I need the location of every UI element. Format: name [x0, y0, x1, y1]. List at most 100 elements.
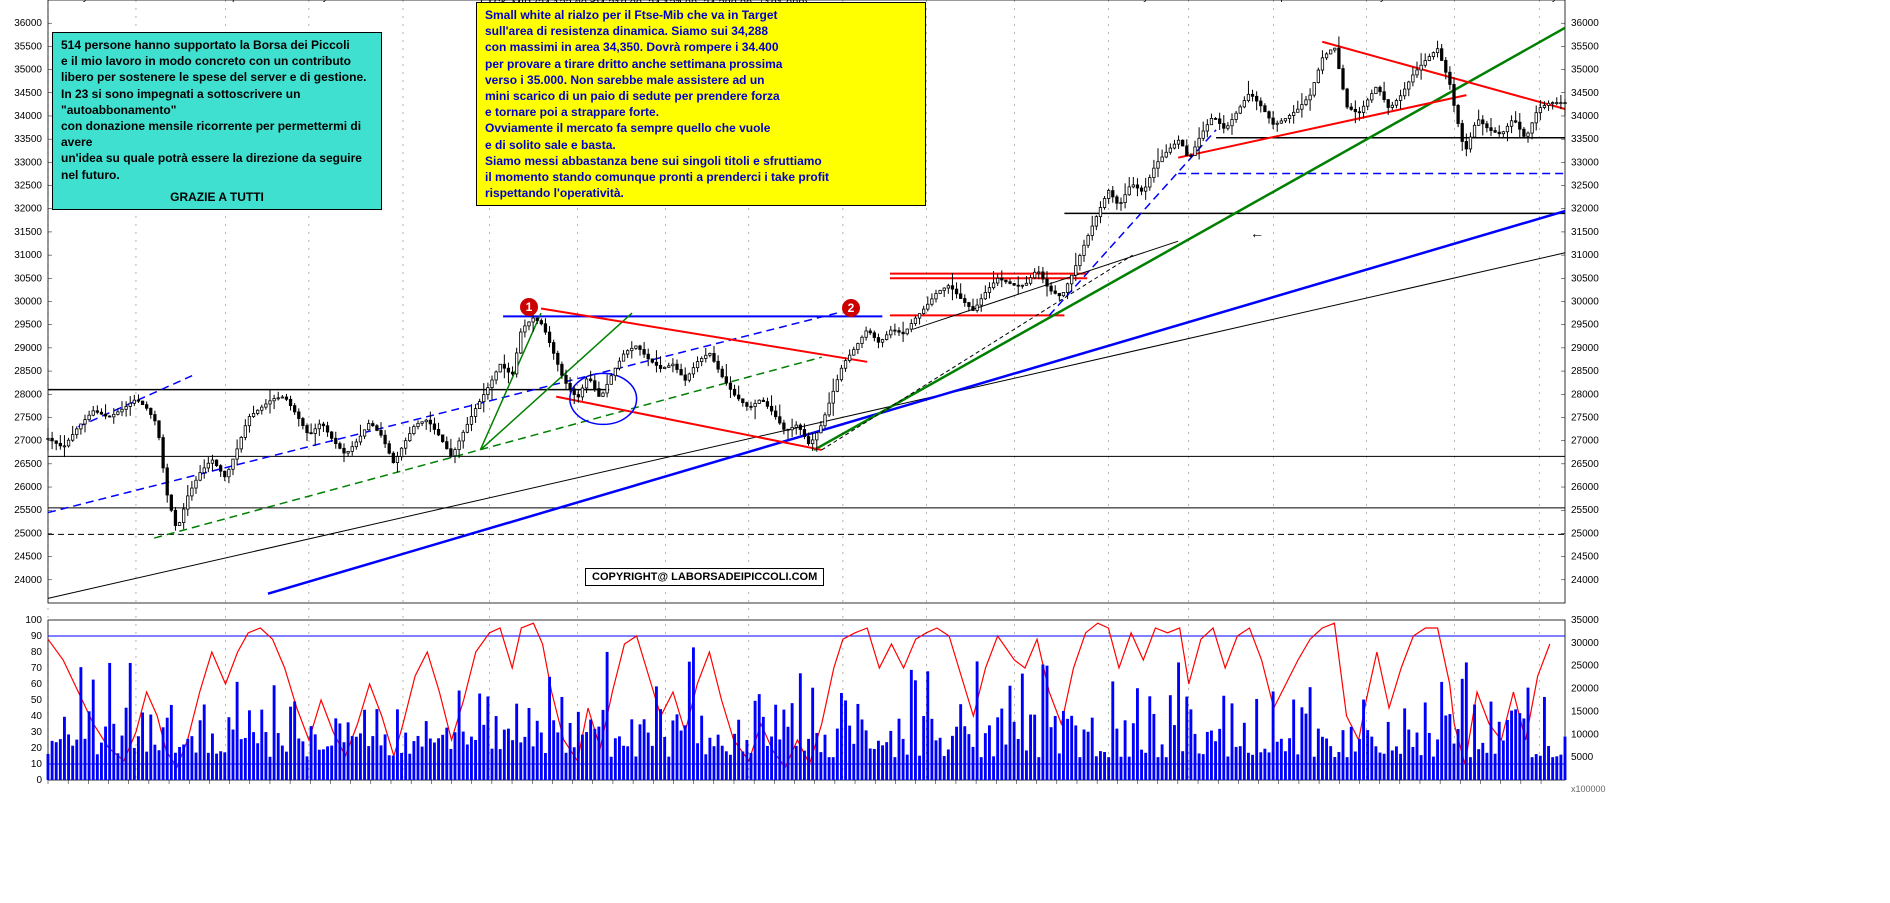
svg-text:24: 24 — [265, 0, 275, 2]
svg-text:24500: 24500 — [14, 552, 42, 563]
svg-text:32500: 32500 — [14, 181, 42, 192]
svg-text:33500: 33500 — [14, 134, 42, 145]
svg-text:December: December — [926, 0, 973, 3]
svg-text:April: April — [225, 0, 245, 3]
svg-text:29: 29 — [366, 0, 376, 2]
svg-text:February: February — [48, 0, 88, 3]
svg-text:5000: 5000 — [1571, 752, 1594, 763]
svg-text:11: 11 — [1173, 0, 1182, 2]
svg-text:26000: 26000 — [1571, 482, 1599, 493]
svg-text:10000: 10000 — [1571, 729, 1599, 740]
svg-text:February: February — [1108, 0, 1148, 3]
svg-text:2: 2 — [288, 0, 293, 2]
svg-text:5: 5 — [388, 0, 393, 2]
svg-text:24000: 24000 — [1571, 575, 1599, 586]
svg-text:25000: 25000 — [1571, 528, 1599, 539]
svg-text:40: 40 — [31, 711, 43, 722]
commentary-box: Small white al rialzo per il Ftse-Mib ch… — [476, 2, 926, 206]
svg-text:27: 27 — [104, 0, 114, 2]
svg-text:20: 20 — [164, 0, 174, 2]
svg-text:24500: 24500 — [1571, 552, 1599, 563]
arrow-icon: ← — [1250, 225, 1264, 241]
svg-text:27000: 27000 — [14, 436, 42, 447]
svg-text:10: 10 — [31, 759, 43, 770]
svg-text:27: 27 — [971, 0, 981, 2]
svg-text:26: 26 — [447, 0, 457, 2]
svg-text:20: 20 — [31, 743, 43, 754]
svg-text:22: 22 — [1294, 0, 1304, 2]
svg-text:6: 6 — [1337, 0, 1342, 2]
svg-text:April: April — [1274, 0, 1294, 3]
svg-text:60: 60 — [31, 679, 43, 690]
svg-text:28000: 28000 — [1571, 389, 1599, 400]
svg-text:29500: 29500 — [14, 320, 42, 331]
svg-text:35000: 35000 — [14, 65, 42, 76]
svg-text:May: May — [309, 0, 328, 3]
svg-text:8: 8 — [1256, 0, 1261, 2]
svg-text:24: 24 — [1475, 0, 1485, 2]
svg-text:33000: 33000 — [14, 157, 42, 168]
svg-text:35000: 35000 — [1571, 615, 1599, 626]
svg-text:29: 29 — [1314, 0, 1324, 2]
svg-text:100: 100 — [25, 615, 42, 626]
svg-text:29000: 29000 — [1571, 343, 1599, 354]
svg-text:33500: 33500 — [1571, 134, 1599, 145]
svg-text:28500: 28500 — [1571, 366, 1599, 377]
svg-text:20000: 20000 — [1571, 684, 1599, 695]
svg-text:30: 30 — [31, 727, 43, 738]
svg-text:8: 8 — [1518, 0, 1523, 2]
marker-1: 1 — [520, 298, 538, 316]
svg-text:3: 3 — [207, 0, 212, 2]
svg-text:25000: 25000 — [14, 528, 42, 539]
svg-text:31000: 31000 — [1571, 250, 1599, 261]
svg-text:80: 80 — [31, 647, 43, 658]
svg-text:35500: 35500 — [14, 41, 42, 52]
svg-text:25000: 25000 — [1571, 661, 1599, 672]
svg-text:10: 10 — [1435, 0, 1445, 2]
svg-text:29: 29 — [1052, 0, 1062, 2]
svg-text:4: 4 — [1155, 0, 1160, 2]
svg-text:31000: 31000 — [14, 250, 42, 261]
svg-text:29000: 29000 — [14, 343, 42, 354]
svg-text:3: 3 — [469, 0, 474, 2]
svg-text:28000: 28000 — [14, 389, 42, 400]
svg-text:6: 6 — [126, 0, 131, 2]
svg-text:2: 2 — [1236, 0, 1241, 2]
marker-2: 2 — [842, 299, 860, 317]
svg-text:32000: 32000 — [14, 204, 42, 215]
svg-text:8: 8 — [994, 0, 999, 2]
svg-text:34500: 34500 — [1571, 88, 1599, 99]
svg-text:27500: 27500 — [14, 412, 42, 423]
svg-text:24000: 24000 — [14, 575, 42, 586]
svg-text:19: 19 — [426, 0, 436, 2]
svg-text:12: 12 — [1092, 0, 1102, 2]
svg-text:32500: 32500 — [1571, 181, 1599, 192]
svg-text:35500: 35500 — [1571, 41, 1599, 52]
svg-text:July: July — [1539, 0, 1557, 3]
svg-text:30500: 30500 — [14, 273, 42, 284]
svg-text:30500: 30500 — [1571, 273, 1599, 284]
svg-text:30000: 30000 — [1571, 638, 1599, 649]
chart-container: 24000 24000 24500 24500 25000 25000 25500 2 5 500… — [0, 0, 1890, 903]
svg-text:March: March — [136, 0, 164, 3]
svg-text:27500: 27500 — [1571, 412, 1599, 423]
svg-text:34000: 34000 — [1571, 111, 1599, 122]
svg-text:2024: 2024 — [1014, 0, 1037, 3]
svg-text:34500: 34500 — [14, 88, 42, 99]
svg-text:27: 27 — [184, 0, 194, 2]
svg-text:1: 1 — [1498, 0, 1503, 2]
svg-text:28500: 28500 — [14, 366, 42, 377]
svg-text:36000: 36000 — [1571, 18, 1599, 29]
svg-text:35000: 35000 — [1571, 65, 1599, 76]
svg-text:26500: 26500 — [14, 459, 42, 470]
svg-text:May: May — [1366, 0, 1385, 3]
svg-text:25500: 25500 — [14, 505, 42, 516]
svg-text:0: 0 — [36, 775, 42, 786]
svg-text:36000: 36000 — [14, 18, 42, 29]
svg-text:13: 13 — [1354, 0, 1364, 2]
copyright-label: COPYRIGHT@ LABORSADEIPICCOLI.COM — [585, 568, 824, 586]
svg-text:29500: 29500 — [1571, 320, 1599, 331]
svg-text:90: 90 — [31, 631, 43, 642]
svg-text:3: 3 — [1417, 0, 1422, 2]
svg-text:27000: 27000 — [1571, 436, 1599, 447]
